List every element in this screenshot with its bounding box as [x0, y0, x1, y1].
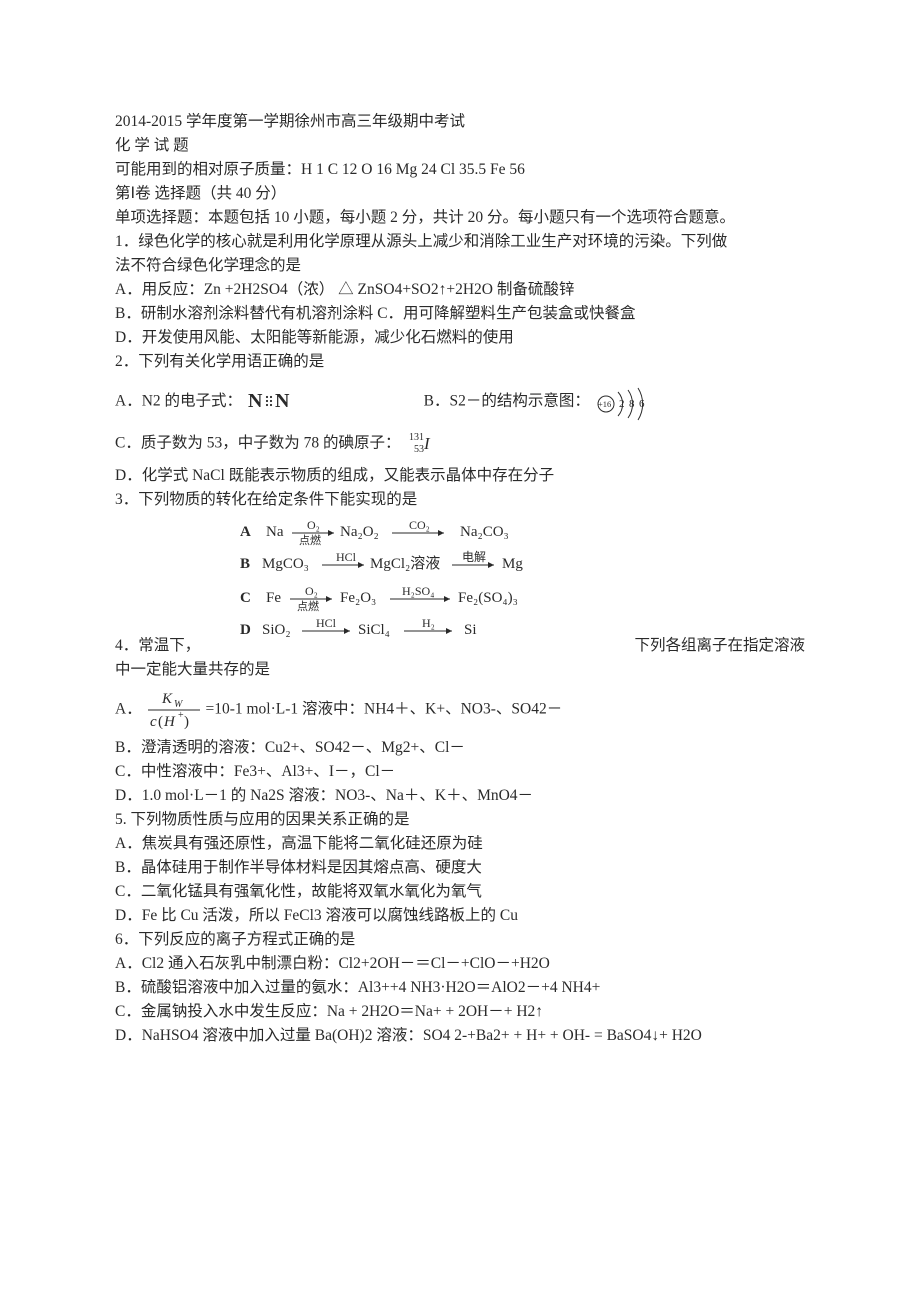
- q1-stem-1: 1．绿色化学的核心就是利用化学原理从源头上减少和消除工业生产对环境的污染。下列做: [115, 230, 805, 254]
- q1-stem-2: 法不符合绿色化学理念的是: [115, 254, 805, 278]
- svg-text:Na: Na: [266, 524, 284, 540]
- q1-option-d: D．开发使用风能、太阳能等新能源，减少化石燃料的使用: [115, 326, 805, 350]
- header-instruction: 单项选择题：本题包括 10 小题，每小题 2 分，共计 20 分。每小题只有一个…: [115, 206, 805, 230]
- svg-text:CO₂: CO₂: [409, 518, 430, 532]
- svg-text:131: 131: [409, 432, 424, 443]
- q5-option-c: C．二氧化锰具有强氧化性，故能将双氧水氧化为氧气: [115, 880, 805, 904]
- svg-text:Fe₂(SO₄)₃: Fe₂(SO₄)₃: [458, 590, 518, 606]
- exam-page: 2014-2015 学年度第一学期徐州市高三年级期中考试 化 学 试 题 可能用…: [0, 0, 920, 1088]
- reaction-diagram: A Na O₂ 点燃 Na₂O₂ CO₂ Na₂CO₃ B MgCO₃ HCl …: [200, 516, 634, 654]
- svg-text:Fe: Fe: [266, 590, 281, 606]
- svg-text:H₂: H₂: [422, 616, 435, 630]
- svg-text:c: c: [150, 714, 157, 730]
- react-a-label: A: [240, 524, 251, 540]
- header-title: 2014-2015 学年度第一学期徐州市高三年级期中考试: [115, 110, 805, 134]
- q2-b-lead: B．S2－的结构示意图：: [424, 393, 590, 410]
- svg-text:SiO₂: SiO₂: [262, 622, 291, 638]
- svg-text:N: N: [275, 390, 290, 412]
- svg-text:Si: Si: [464, 622, 477, 638]
- svg-text:H₂SO₄: H₂SO₄: [402, 584, 434, 598]
- svg-text:Na₂CO₃: Na₂CO₃: [460, 524, 509, 540]
- q4-stem-2: 中一定能大量共存的是: [115, 658, 805, 682]
- q2-option-d: D．化学式 NaCl 既能表示物质的组成，又能表示晶体中存在分子: [115, 464, 805, 488]
- kw-fraction-icon: K W c ( H + ): [146, 688, 202, 732]
- q4-left-text: 4．常温下，: [115, 634, 200, 658]
- q6-stem: 6．下列反应的离子方程式正确的是: [115, 928, 805, 952]
- svg-text:I: I: [423, 434, 431, 453]
- q2-option-ab-row: A．N2 的电子式： N N B．S2－的结构示意图： +16 2 8 6: [115, 382, 805, 422]
- svg-text:K: K: [161, 691, 173, 707]
- react-d-label: D: [240, 622, 251, 638]
- q6-option-d: D．NaHSO4 溶液中加入过量 Ba(OH)2 溶液：SO4 2-+Ba2+ …: [115, 1024, 805, 1048]
- q5-stem: 5. 下列物质性质与应用的因果关系正确的是: [115, 808, 805, 832]
- s2-shell-icon: +16 2 8 6: [594, 382, 658, 422]
- q6-option-a: A．Cl2 通入石灰乳中制漂白粉：Cl2+2OH－＝Cl－+ClO－+H2O: [115, 952, 805, 976]
- svg-text:MgCl₂溶液: MgCl₂溶液: [370, 555, 440, 572]
- svg-text:电解: 电解: [462, 550, 486, 564]
- react-c-label: C: [240, 590, 251, 606]
- q4-option-b: B．澄清透明的溶液：Cu2+、SO42－、Mg2+、Cl－: [115, 736, 805, 760]
- svg-text:MgCO₃: MgCO₃: [262, 556, 309, 572]
- svg-text:Na₂O₂: Na₂O₂: [340, 524, 379, 540]
- q2-a-lead: A．N2 的电子式：: [115, 393, 242, 410]
- svg-text:8: 8: [629, 398, 635, 410]
- q4-a-label: A．: [115, 701, 142, 718]
- svg-text:6: 6: [639, 398, 645, 410]
- svg-text:N: N: [248, 390, 263, 412]
- q6-option-c: C．金属钠投入水中发生反应：Na + 2H2O＝Na+ + 2OH－+ H2↑: [115, 1000, 805, 1024]
- svg-text:O₂: O₂: [307, 518, 320, 532]
- q1-option-a: A．用反应：Zn +2H2SO4（浓） △ ZnSO4+SO2↑+2H2O 制备…: [115, 278, 805, 302]
- q6-option-b: B．硫酸铝溶液中加入过量的氨水：Al3++4 NH3·H2O＝AlO2－+4 N…: [115, 976, 805, 1000]
- svg-text:53: 53: [414, 444, 424, 455]
- q2-stem: 2．下列有关化学用语正确的是: [115, 350, 805, 374]
- q5-option-b: B．晶体硅用于制作半导体材料是因其熔点高、硬度大: [115, 856, 805, 880]
- svg-text:W: W: [174, 699, 184, 710]
- react-b-label: B: [240, 556, 250, 572]
- svg-text:+16: +16: [598, 399, 611, 409]
- svg-text:HCl: HCl: [316, 616, 337, 630]
- iodine-isotope-icon: 131 53 I: [404, 430, 434, 458]
- q1-option-bc: B．研制水溶剂涂料替代有机溶剂涂料 C．用可降解塑料生产包装盒或快餐盒: [115, 302, 805, 326]
- header-subject: 化 学 试 题: [115, 134, 805, 158]
- svg-text:H: H: [163, 714, 176, 730]
- q3-stem: 3．下列物质的转化在给定条件下能实现的是: [115, 488, 805, 512]
- q5-option-a: A．焦炭具有强还原性，高温下能将二氧化硅还原为硅: [115, 832, 805, 856]
- q4-option-a-row: A． K W c ( H + ) =10-1 mol·L-1 溶液中：NH4＋、…: [115, 688, 805, 732]
- q4-option-c: C．中性溶液中：Fe3+、Al3+、I－，Cl－: [115, 760, 805, 784]
- q4-reactions-row: 4．常温下， A Na O₂ 点燃 Na₂O₂ CO₂ Na₂CO₃ B MgC…: [115, 512, 805, 658]
- q2-c-lead: C．质子数为 53，中子数为 78 的碘原子：: [115, 435, 400, 452]
- q2-option-c-row: C．质子数为 53，中子数为 78 的碘原子： 131 53 I: [115, 430, 805, 458]
- svg-text:O₂: O₂: [305, 584, 318, 598]
- header-section: 第Ⅰ卷 选择题（共 40 分）: [115, 182, 805, 206]
- svg-text:Mg: Mg: [502, 556, 523, 572]
- q4-option-d: D．1.0 mol·L－1 的 Na2S 溶液：NO3-、Na＋、K＋、MnO4…: [115, 784, 805, 808]
- svg-text:(: (: [158, 714, 163, 730]
- q4-right-text: 下列各组离子在指定溶液: [634, 634, 805, 658]
- n2-lewis-icon: N N: [246, 389, 296, 415]
- svg-text:): ): [184, 714, 189, 730]
- svg-text:点燃: 点燃: [297, 599, 319, 613]
- q4-a-tail: =10-1 mol·L-1 溶液中：NH4＋、K+、NO3-、SO42－: [205, 701, 562, 718]
- svg-text:HCl: HCl: [336, 550, 357, 564]
- svg-text:SiCl₄: SiCl₄: [358, 622, 390, 638]
- header-atomic-masses: 可能用到的相对原子质量：H 1 C 12 O 16 Mg 24 Cl 35.5 …: [115, 158, 805, 182]
- q5-option-d: D．Fe 比 Cu 活泼，所以 FeCl3 溶液可以腐蚀线路板上的 Cu: [115, 904, 805, 928]
- svg-text:Fe₂O₃: Fe₂O₃: [340, 590, 376, 606]
- svg-text:2: 2: [619, 398, 625, 410]
- svg-text:点燃: 点燃: [299, 533, 321, 547]
